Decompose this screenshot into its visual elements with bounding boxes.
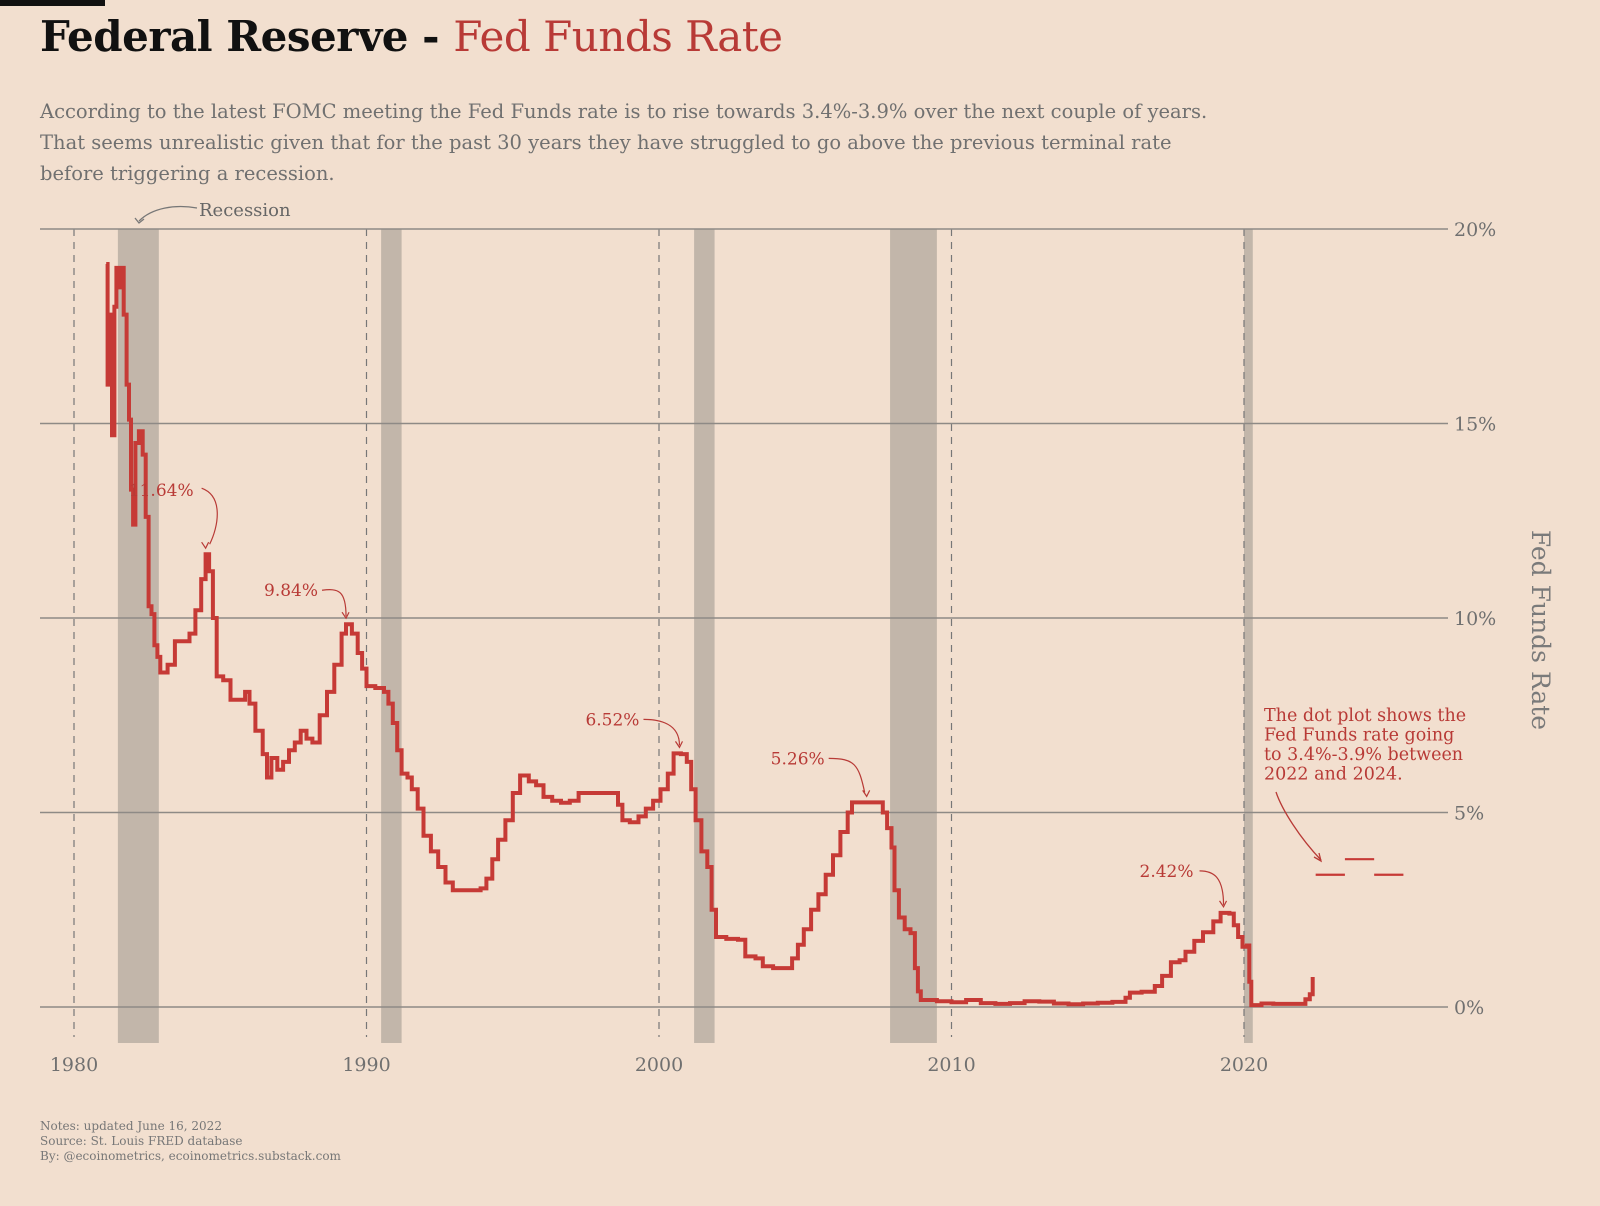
notes-byline: By: @ecoinometrics, ecoinometrics.substa… xyxy=(40,1149,341,1163)
recession-label: Recession xyxy=(199,200,291,221)
peak-annotation-arrowhead xyxy=(862,790,871,798)
x-tick-labels: 1980 1990 2000 2010 2020 xyxy=(50,1054,1268,1076)
callout-arrowhead xyxy=(1313,852,1323,863)
notes-block: Notes: updated June 16, 2022 Source: St.… xyxy=(40,1119,341,1164)
y-axis-label: Fed Funds Rate xyxy=(1526,530,1555,730)
peak-annotation-label: 11.64% xyxy=(129,481,194,501)
x-tick-label: 1990 xyxy=(342,1054,390,1076)
top-accent-bar xyxy=(0,0,105,6)
y-tick-label: 0% xyxy=(1454,997,1484,1019)
peak-annotation-arrow xyxy=(1199,870,1225,905)
subtitle-line: According to the latest FOMC meeting the… xyxy=(40,100,1208,123)
peak-annotation-arrow xyxy=(201,487,218,545)
title-main: Federal Reserve xyxy=(40,12,409,61)
peak-annotation-arrowhead xyxy=(201,541,210,550)
dot-plot-callout-line: to 3.4%-3.9% between xyxy=(1264,745,1463,765)
annotations-group: 11.64% 9.84% 6.52% 5.26% 2.42% The dot plot s… xyxy=(129,481,1466,909)
series-group xyxy=(105,262,1315,1008)
subtitle-line: before triggering a recession. xyxy=(40,162,335,185)
subtitle-line: That seems unrealistic given that for th… xyxy=(40,131,1172,154)
recession-bands xyxy=(117,229,1253,1043)
dot-plot-callout-line: 2022 and 2024. xyxy=(1264,765,1403,785)
peak-annotation-arrowhead xyxy=(341,611,350,620)
x-tick-label: 2010 xyxy=(927,1054,975,1076)
peak-annotation-label: 6.52% xyxy=(585,710,639,730)
peak-annotation-arrowhead xyxy=(1219,900,1228,909)
dot-plot-group xyxy=(1315,858,1404,876)
y-tick-labels: 0% 5% 10% 15% 20% xyxy=(1454,219,1496,1019)
peak-annotation-arrowhead xyxy=(674,741,684,749)
recession-band xyxy=(890,229,937,1043)
recession-band xyxy=(381,229,402,1043)
series-line xyxy=(105,262,1315,1008)
peak-annotation-label: 5.26% xyxy=(771,749,825,769)
x-tick-label: 1980 xyxy=(50,1054,98,1076)
dot-plot-callout-line: The dot plot shows the xyxy=(1264,706,1466,726)
x-tick-label: 2000 xyxy=(635,1054,683,1076)
recession-label-arrowhead xyxy=(134,217,145,224)
y-tick-label: 20% xyxy=(1454,219,1496,241)
horizontal-gridlines xyxy=(40,228,1448,1008)
recession-band xyxy=(1244,229,1253,1043)
callout-arrow xyxy=(1275,791,1322,861)
notes-updated: Notes: updated June 16, 2022 xyxy=(40,1119,222,1133)
peak-annotation-arrow xyxy=(643,718,681,746)
notes-source: Source: St. Louis FRED database xyxy=(40,1134,243,1148)
y-tick-label: 15% xyxy=(1454,414,1496,436)
dot-plot-callout-line: Fed Funds rate going xyxy=(1264,726,1454,746)
vertical-gridlines xyxy=(73,229,1245,1037)
recession-band xyxy=(694,229,715,1043)
title-accent: Fed Funds Rate xyxy=(453,12,783,61)
title-separator: - xyxy=(408,12,454,61)
peak-annotation-label: 2.42% xyxy=(1140,862,1194,882)
y-tick-label: 10% xyxy=(1454,608,1496,630)
y-tick-label: 5% xyxy=(1454,803,1484,825)
peak-annotation-label: 9.84% xyxy=(264,581,318,601)
recession-label-arrow xyxy=(138,205,198,222)
chart-title: Federal Reserve - Fed Funds Rate xyxy=(40,12,783,61)
chart-subtitle: According to the latest FOMC meeting the… xyxy=(40,96,1270,189)
x-tick-label: 2020 xyxy=(1220,1054,1268,1076)
peak-annotation-arrow xyxy=(828,757,866,793)
peak-annotation-arrow xyxy=(321,589,347,617)
